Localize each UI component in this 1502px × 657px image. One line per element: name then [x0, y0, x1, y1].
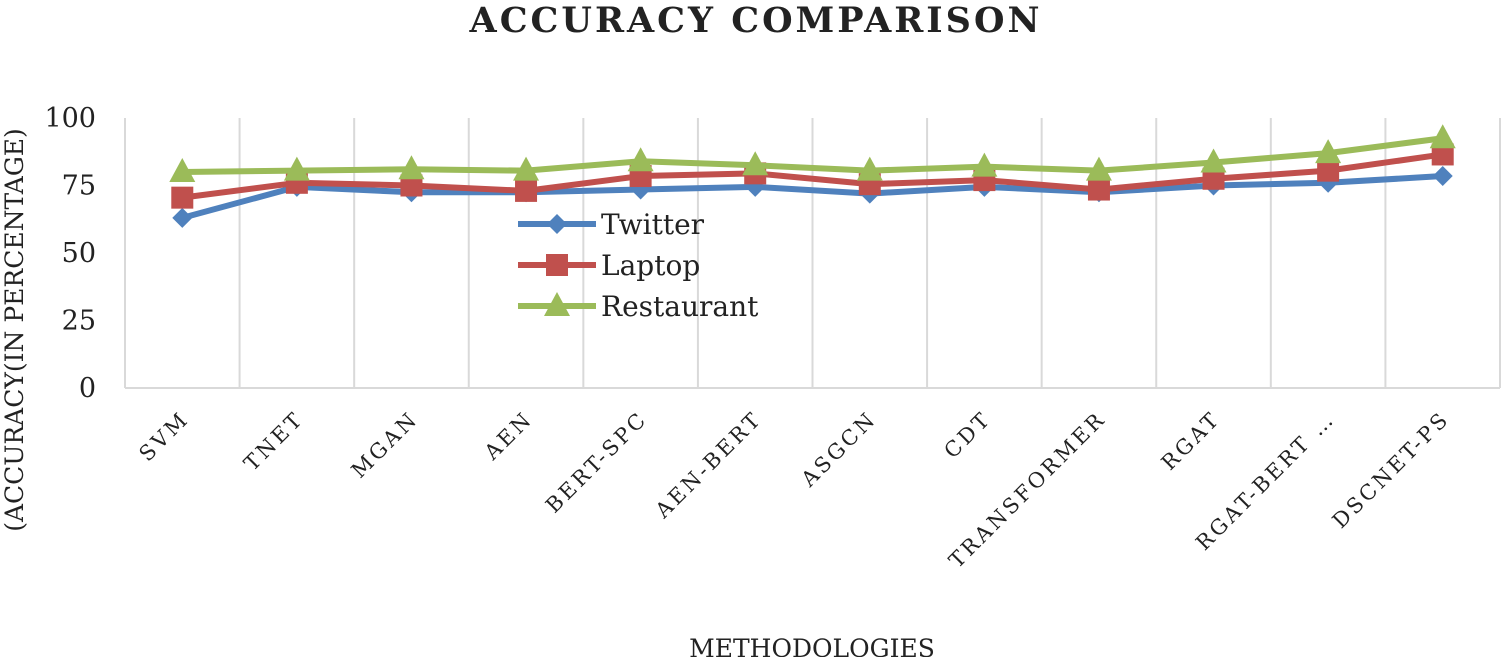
- series-group: [169, 124, 1456, 228]
- x-category-label: RGAT: [1157, 407, 1225, 475]
- x-category-label: AEN: [479, 407, 538, 466]
- data-point: [1085, 156, 1112, 181]
- data-point: [971, 152, 998, 177]
- data-point: [169, 158, 196, 182]
- legend-label: Twitter: [601, 208, 705, 241]
- legend: Twitter Laptop Restaurant: [518, 208, 759, 323]
- data-point: [1317, 159, 1340, 182]
- series-restaurant: [169, 124, 1456, 182]
- y-tick-label: 0: [79, 373, 96, 404]
- x-category-label: TNET: [239, 407, 308, 476]
- legend-marker: [546, 254, 568, 276]
- y-tick-label: 25: [62, 306, 96, 337]
- chart-title: ACCURACY COMPARISON: [469, 0, 1043, 41]
- data-point: [627, 147, 654, 172]
- x-category-label: AEN-BERT: [650, 407, 767, 524]
- series-line: [179, 173, 1446, 221]
- y-axis-ticks: 0 25 50 75 100: [44, 103, 96, 404]
- x-category-label: SVM: [134, 407, 193, 466]
- data-point: [1432, 166, 1453, 187]
- data-point: [1087, 178, 1110, 201]
- x-category-label: CDT: [939, 407, 996, 464]
- legend-item: Laptop: [518, 249, 700, 282]
- legend-item: Twitter: [518, 208, 705, 241]
- x-category-label: BERT-SPC: [541, 407, 652, 518]
- x-axis-title: METHODOLOGIES: [689, 634, 935, 657]
- series-line: [179, 135, 1446, 175]
- data-point: [742, 151, 769, 176]
- x-category-label: ASGCN: [796, 407, 881, 492]
- data-point: [283, 156, 310, 181]
- data-point: [398, 155, 425, 180]
- data-point: [1429, 124, 1456, 149]
- legend-item: Restaurant: [518, 290, 759, 323]
- data-point: [1431, 143, 1454, 166]
- data-point: [171, 186, 194, 209]
- data-point: [856, 156, 883, 181]
- legend-marker: [544, 292, 570, 316]
- legend-marker: [547, 214, 567, 234]
- y-tick-label: 50: [62, 238, 96, 269]
- data-point: [513, 156, 540, 181]
- data-point: [172, 207, 193, 228]
- y-tick-label: 75: [62, 171, 96, 202]
- y-tick-label: 100: [44, 103, 96, 134]
- legend-label: Restaurant: [601, 290, 759, 323]
- data-point: [515, 179, 538, 202]
- x-category-label: DSCNET-PS: [1328, 407, 1455, 534]
- y-axis-title: (ACCURACY(IN PERCENTAGE): [0, 128, 29, 532]
- data-point: [1202, 167, 1225, 190]
- series-line: [179, 151, 1446, 201]
- data-point: [1200, 148, 1227, 173]
- legend-label: Laptop: [601, 249, 700, 282]
- data-point: [1315, 139, 1342, 164]
- data-point: [400, 174, 423, 197]
- x-category-label: MGAN: [347, 407, 423, 483]
